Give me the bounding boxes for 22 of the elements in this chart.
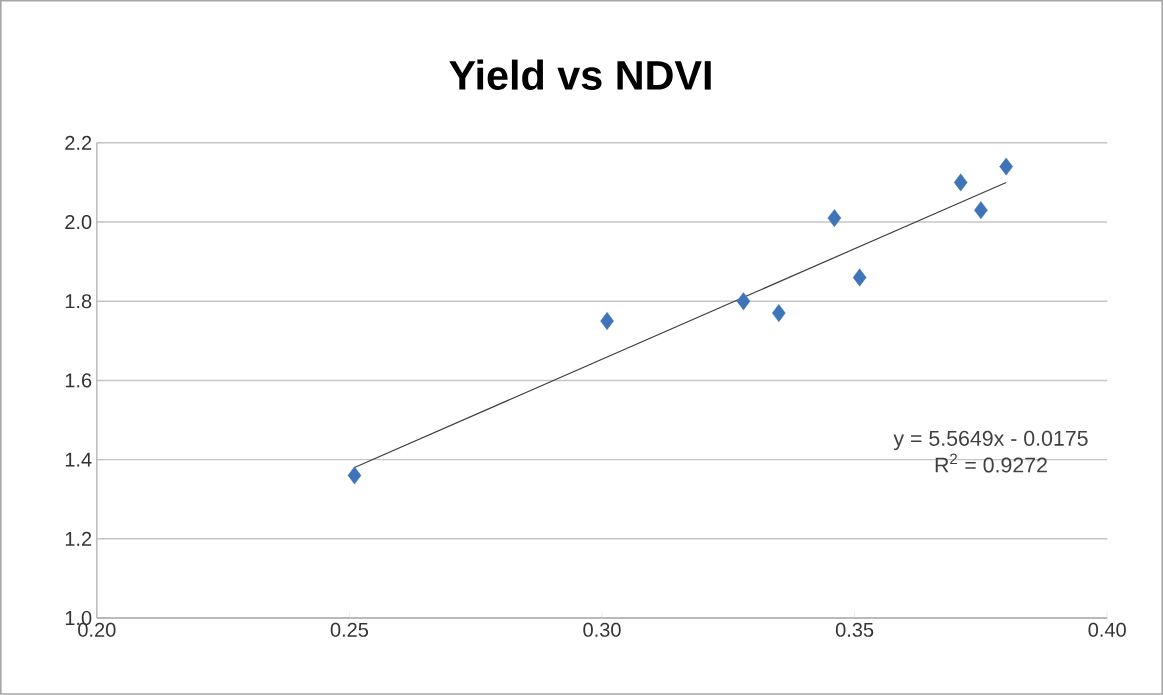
point — [347, 466, 362, 485]
y-tick-label: 1.6 — [65, 373, 92, 388]
chart-title: Yield vs NDVI — [449, 59, 711, 91]
point — [999, 157, 1013, 176]
x-tick-label: 0.40 — [1088, 622, 1126, 637]
point — [736, 292, 751, 311]
annotation: y = 5.5649x - 0.0175 — [893, 430, 1088, 451]
x-tick-label: 0.25 — [330, 622, 369, 637]
point — [974, 201, 988, 220]
point — [827, 209, 842, 228]
point — [953, 173, 968, 192]
y-tick-label: 1.8 — [65, 294, 92, 309]
y-tick-label: 2.2 — [65, 135, 92, 150]
annotation: R$^{2}$ = 0.9272 — [935, 453, 1047, 473]
point — [772, 304, 786, 323]
point — [600, 312, 614, 331]
x-tick-label: 0.35 — [835, 622, 874, 637]
point — [852, 268, 867, 287]
y-tick-label: 1.2 — [65, 531, 92, 546]
y-tick-label: 2.0 — [65, 215, 92, 230]
y-tick-label: 1.4 — [65, 452, 92, 467]
x-tick-label: 0.30 — [583, 622, 621, 637]
